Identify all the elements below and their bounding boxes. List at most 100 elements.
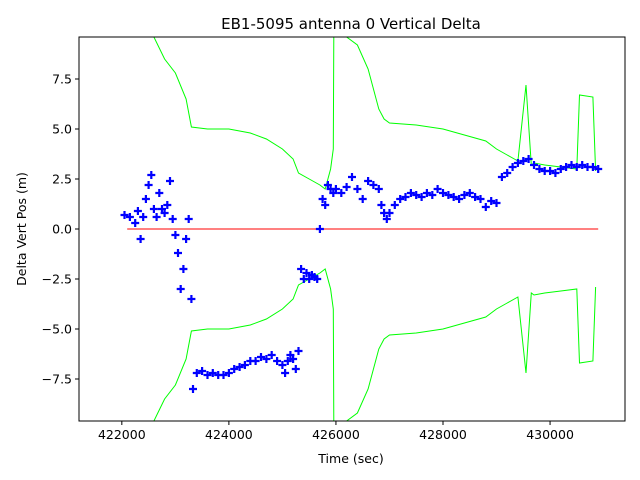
data-point bbox=[267, 351, 276, 359]
data-point bbox=[385, 209, 394, 217]
data-point bbox=[131, 219, 140, 227]
data-point bbox=[455, 195, 464, 203]
data-point bbox=[364, 177, 373, 185]
data-point bbox=[166, 177, 174, 185]
data-point bbox=[369, 181, 378, 189]
data-point bbox=[353, 185, 362, 193]
plot-frame bbox=[78, 36, 626, 422]
data-point bbox=[198, 367, 207, 375]
data-point bbox=[321, 201, 330, 209]
data-point bbox=[189, 385, 197, 393]
data-point bbox=[428, 191, 437, 199]
data-point bbox=[594, 165, 603, 173]
data-point bbox=[497, 173, 506, 181]
data-point bbox=[240, 361, 249, 369]
chart-title: EB1-5095 antenna 0 Vertical Delta bbox=[221, 15, 481, 33]
data-point bbox=[417, 193, 426, 201]
data-point bbox=[382, 215, 391, 223]
data-point bbox=[297, 265, 306, 273]
data-point bbox=[331, 185, 340, 193]
data-point bbox=[203, 371, 212, 379]
data-point bbox=[444, 191, 453, 199]
data-point bbox=[141, 195, 150, 203]
data-point bbox=[476, 195, 485, 203]
data-point bbox=[139, 213, 148, 221]
data-point bbox=[492, 199, 501, 207]
data-point bbox=[449, 193, 458, 201]
data-point bbox=[257, 353, 265, 361]
y-tick-label: −5.0 bbox=[42, 322, 72, 337]
x-tick-label: 426000 bbox=[312, 427, 360, 442]
data-point bbox=[149, 205, 158, 213]
data-point bbox=[174, 249, 182, 257]
data-point bbox=[342, 183, 351, 191]
x-tick-label: 422000 bbox=[98, 427, 146, 442]
y-tick-label: −2.5 bbox=[42, 272, 72, 287]
data-point bbox=[546, 167, 555, 175]
data-point bbox=[567, 161, 576, 169]
data-point bbox=[281, 369, 290, 377]
data-point bbox=[125, 213, 134, 221]
x-axis: 422000 424000 426000 428000 430000 bbox=[98, 421, 574, 442]
data-point bbox=[120, 211, 129, 219]
x-tick-label: 430000 bbox=[526, 427, 574, 442]
data-point bbox=[412, 191, 421, 199]
data-point bbox=[283, 357, 292, 365]
data-point bbox=[358, 195, 367, 203]
data-point bbox=[187, 295, 196, 303]
data-point bbox=[251, 357, 260, 365]
y-tick-label: −7.5 bbox=[42, 372, 72, 387]
data-point bbox=[348, 173, 356, 181]
data-point bbox=[208, 369, 217, 377]
data-point bbox=[377, 201, 386, 209]
x-tick-label: 428000 bbox=[419, 427, 467, 442]
data-point bbox=[171, 231, 180, 239]
data-point bbox=[136, 235, 145, 243]
data-point bbox=[439, 189, 447, 197]
data-point bbox=[513, 159, 522, 167]
data-point bbox=[401, 193, 410, 201]
data-point bbox=[235, 363, 244, 371]
data-point bbox=[144, 181, 153, 189]
y-tick-label: 5.0 bbox=[52, 122, 72, 137]
data-point bbox=[471, 193, 480, 201]
data-point bbox=[224, 369, 233, 377]
data-point bbox=[524, 155, 533, 163]
data-point bbox=[147, 171, 156, 179]
data-point bbox=[291, 365, 300, 373]
data-point bbox=[406, 189, 415, 197]
data-point bbox=[487, 197, 496, 205]
data-point bbox=[551, 169, 560, 177]
data-point bbox=[519, 157, 528, 165]
data-point bbox=[337, 189, 346, 197]
data-point bbox=[578, 161, 587, 169]
data-point bbox=[278, 361, 287, 369]
data-point bbox=[318, 195, 327, 203]
data-point bbox=[530, 161, 538, 169]
data-point bbox=[219, 371, 228, 379]
data-point bbox=[433, 185, 442, 193]
x-axis-title: Time (sec) bbox=[317, 451, 383, 466]
data-point bbox=[302, 269, 311, 277]
data-point bbox=[422, 189, 431, 197]
data-point bbox=[182, 235, 191, 243]
data-point bbox=[503, 169, 512, 177]
data-point bbox=[390, 201, 399, 209]
data-point bbox=[155, 189, 164, 197]
y-axis-title: Delta Vert Pos (m) bbox=[14, 172, 29, 286]
data-point bbox=[184, 215, 193, 223]
data-point bbox=[273, 357, 282, 365]
data-point bbox=[465, 189, 474, 197]
data-point bbox=[481, 203, 490, 211]
data-point bbox=[152, 213, 161, 221]
y-tick-label: 2.5 bbox=[52, 172, 72, 187]
data-point bbox=[508, 163, 517, 171]
data-point bbox=[562, 163, 571, 171]
data-point bbox=[160, 209, 169, 217]
data-point bbox=[315, 225, 324, 233]
data-point bbox=[460, 191, 469, 199]
data-point bbox=[192, 369, 201, 377]
